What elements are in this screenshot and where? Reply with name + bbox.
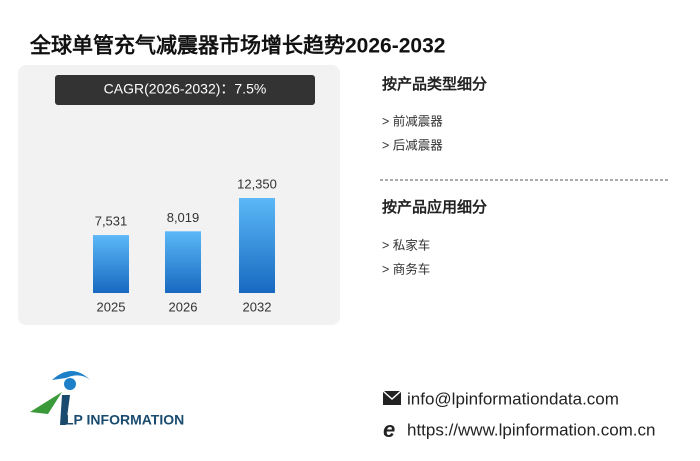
bar xyxy=(93,235,129,293)
section-item: > 私家车 xyxy=(382,237,430,252)
logo-text: LP INFORMATION xyxy=(65,412,184,428)
section-title: 按产品类型细分 xyxy=(382,75,487,93)
logo: LP INFORMATION xyxy=(30,371,184,428)
x-tick-label: 2025 xyxy=(97,299,126,314)
value-label: 8,019 xyxy=(167,210,200,225)
section-item: > 后减震器 xyxy=(382,138,443,152)
x-tick-label: 2032 xyxy=(243,299,272,314)
cagr-box xyxy=(55,75,315,105)
section-title: 按产品应用细分 xyxy=(382,198,487,216)
website[interactable]: https://www.lpinformation.com.cn xyxy=(407,420,655,439)
section-item: > 前减震器 xyxy=(382,113,443,128)
bar xyxy=(165,231,201,293)
cagr-label: CAGR(2026-2032)：7.5% xyxy=(104,81,267,97)
web-icon: e xyxy=(383,417,395,442)
value-label: 7,531 xyxy=(95,214,128,229)
email-icon-flap xyxy=(382,390,402,401)
bar xyxy=(239,198,275,293)
value-label: 12,350 xyxy=(237,176,277,191)
x-tick-label: 2026 xyxy=(169,299,198,314)
chart-title: 全球单管充气减震器市场增长趋势2026-2032 xyxy=(29,34,445,58)
email[interactable]: info@lpinformationdata.com xyxy=(407,389,619,408)
plot: 7,531 2025 8,019 2026 12,350 2032 xyxy=(93,176,277,314)
section-item: > 商务车 xyxy=(382,261,430,276)
